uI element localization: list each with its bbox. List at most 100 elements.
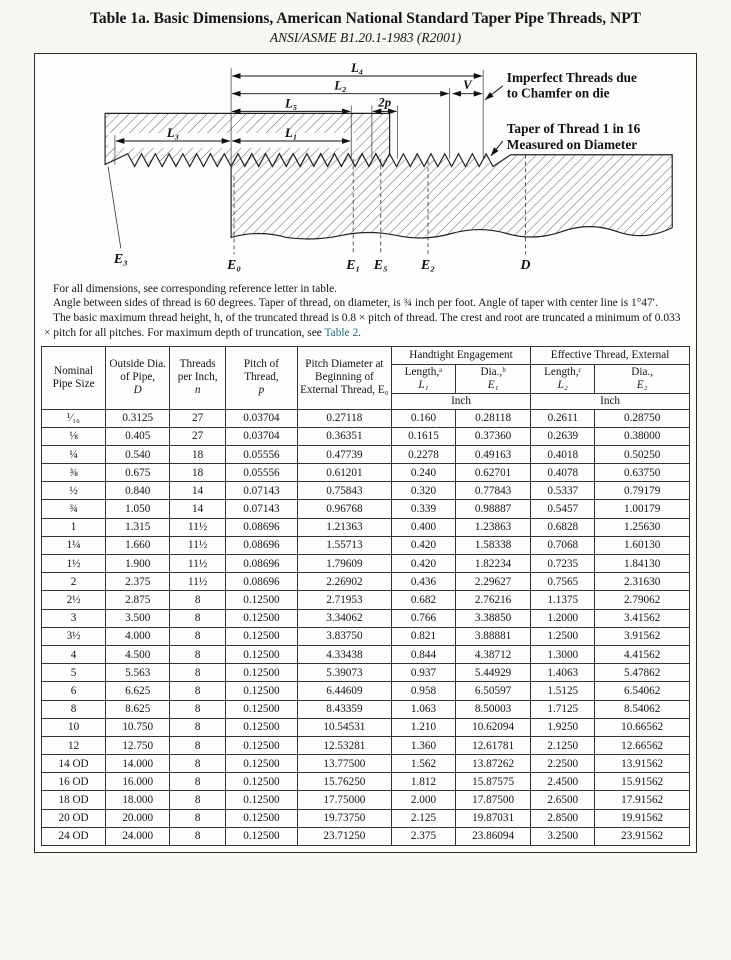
pipe-section: [230, 152, 673, 240]
table-cell: 0.08696: [225, 572, 298, 592]
table-cell: 5.563: [105, 663, 171, 683]
imperfect-threads-leader: [484, 85, 503, 100]
table-cell: 0.07143: [225, 481, 298, 501]
table-cell: 0.12500: [225, 826, 298, 847]
thread-diagram: L₄ L₂ V L₅ 2p L₃ L₁ E₀ E₁: [41, 58, 690, 279]
table-cell: 24 OD: [40, 826, 107, 847]
table-cell: 8: [169, 735, 226, 756]
table-cell: 1.210: [390, 717, 457, 737]
table-cell: 0.844: [390, 644, 457, 665]
dim-label-V: V: [463, 77, 473, 91]
table-cell: 2.125: [390, 808, 457, 828]
table-cell: 0.47739: [296, 444, 392, 465]
table-cell: 1.315: [105, 517, 171, 537]
table-cell: 0.3125: [105, 408, 171, 428]
table-cell: 20.000: [105, 808, 171, 828]
table-cell: 0.12500: [225, 590, 298, 610]
table-cell: 4.33438: [296, 644, 392, 665]
table-2-link[interactable]: Table 2: [324, 327, 359, 340]
table-cell: 5.39073: [296, 663, 392, 683]
table-cell: 1.812: [390, 772, 457, 792]
note-3: The basic maximum thread height, h, of t…: [44, 311, 687, 341]
table-cell: 8: [169, 663, 226, 683]
table-cell: 19.91562: [594, 808, 690, 828]
document-page: Table 1a. Basic Dimensions, American Nat…: [34, 10, 697, 854]
table-cell: 8: [169, 826, 226, 847]
table-cell: 2.1250: [530, 735, 596, 756]
table-header: Nominal Pipe Size Outside Dia. of Pipe, D…: [40, 345, 690, 410]
table-cell: 0.63750: [594, 463, 690, 483]
table-cell: 12.53281: [296, 735, 392, 756]
table-cell: 0.958: [390, 681, 457, 701]
col-header-ht-length: Length,ᵃ L₁: [390, 363, 457, 394]
table-cell: 0.682: [390, 590, 457, 610]
dim-label-L4: L₄: [349, 61, 362, 75]
callout-taper-line1: Taper of Thread 1 in 16: [506, 121, 640, 136]
table-cell: ¹⁄₁₆: [40, 408, 107, 428]
table-cell: 2.8500: [530, 808, 596, 828]
table-cell: 8: [169, 717, 226, 737]
table-cell: 8: [169, 590, 226, 610]
table-cell: 8: [169, 772, 226, 792]
table-cell: 0.160: [390, 408, 457, 428]
table-cell: 1.79609: [296, 554, 392, 574]
table-cell: 0.12500: [225, 754, 298, 774]
header-label: Length,ᶜ: [544, 365, 582, 378]
table-cell: 8.625: [105, 699, 171, 719]
header-label: Threads per Inch,: [177, 358, 218, 384]
table-cell: ½: [40, 481, 107, 501]
table-cell: 0.61201: [296, 463, 392, 483]
table-cell: 1.1375: [530, 590, 596, 610]
table-row: ¾ 1.050 14 0.07143 0.96768 0.339 0.98887 0.5457…: [40, 499, 690, 519]
table-cell: 5.47862: [594, 663, 690, 683]
header-label: Nominal Pipe Size: [52, 364, 95, 390]
table-cell: 10.750: [105, 717, 171, 737]
table-row: 1½ 1.900 11½ 0.08696 1.79609 0.420 1.82234 0.72…: [40, 554, 690, 574]
table-cell: 2.79062: [594, 590, 690, 610]
table-cell: 0.03704: [225, 408, 298, 428]
table-cell: 1.900: [105, 554, 171, 574]
table-cell: 8.50003: [455, 699, 532, 719]
header-symbol: L₂: [557, 378, 568, 391]
table-cell: 18: [169, 463, 226, 483]
table-cell: 12.750: [105, 735, 171, 756]
table-row: 8 8.625 8 0.12500 8.43359 1.063 8.50003 1.7125 8…: [40, 699, 690, 719]
table-cell: 2.29627: [455, 572, 532, 592]
table-cell: 1.25630: [594, 517, 690, 537]
table-cell: 18.000: [105, 790, 171, 810]
ref-label-E0: E₀: [226, 257, 241, 272]
table-cell: 3.91562: [594, 626, 690, 646]
table-cell: 16 OD: [40, 772, 107, 792]
table-cell: 1.360: [390, 735, 457, 756]
table-cell: 1.2500: [530, 626, 596, 646]
ref-label-E5: E₅: [372, 257, 387, 272]
table-cell: 4.000: [105, 626, 171, 646]
table-row: 5 5.563 8 0.12500 5.39073 0.937 5.44929 1.4063 5…: [40, 663, 690, 683]
table-row: 1¼ 1.660 11½ 0.08696 1.55713 0.420 1.58338 0.70…: [40, 535, 690, 556]
table-cell: 1.84130: [594, 554, 690, 574]
table-cell: 3.2500: [530, 826, 596, 847]
dim-label-2p: 2p: [377, 95, 391, 109]
table-cell: 19.87031: [455, 808, 532, 828]
table-cell: 0.12500: [225, 717, 298, 737]
table-cell: 8: [169, 608, 226, 628]
col-group-effective-thread: Effective Thread, External: [530, 345, 690, 365]
table-cell: 0.7235: [530, 554, 596, 574]
table-cell: 5: [40, 663, 107, 683]
table-cell: 0.62701: [455, 463, 532, 483]
header-label: Dia.,ᵇ: [480, 365, 506, 378]
table-cell: 14: [169, 481, 226, 501]
table-cell: 1.050: [105, 499, 171, 519]
table-cell: 15.91562: [594, 772, 690, 792]
dim-label-L5: L₅: [284, 96, 297, 110]
table-cell: 14.000: [105, 754, 171, 774]
table-cell: 3.34062: [296, 608, 392, 628]
table-row: 3½ 4.000 8 0.12500 3.83750 0.821 3.88881 1.2500…: [40, 626, 690, 646]
table-cell: 0.37360: [455, 426, 532, 446]
header-label: Pitch of Thread,: [243, 358, 280, 384]
table-cell: 5.44929: [455, 663, 532, 683]
table-cell: 0.50250: [594, 444, 690, 465]
note-3-suffix: .: [358, 327, 362, 340]
table-cell: 0.840: [105, 481, 171, 501]
table-row: 12 12.750 8 0.12500 12.53281 1.360 12.61781 2.1…: [40, 735, 690, 756]
